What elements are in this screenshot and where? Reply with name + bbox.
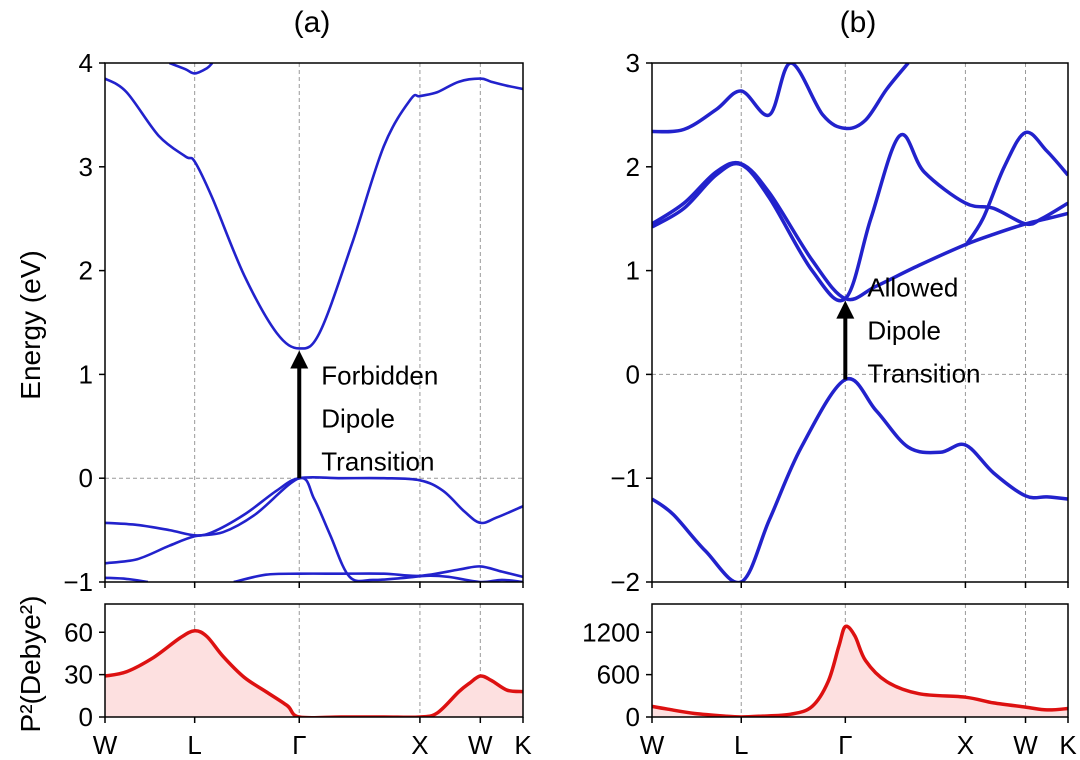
x-tick-label: W (640, 730, 665, 760)
y-tick-label: 0 (626, 702, 640, 732)
y-tick-label: 0 (626, 359, 640, 389)
band-line-4 (963, 130, 1068, 247)
band-structure-b: −2 −1 0 1 2 3 Allowed Dipole Transition (610, 48, 1069, 597)
plot-frame (104, 603, 524, 718)
y-tick-label: −1 (610, 463, 640, 493)
y-tick-label: 1 (626, 256, 640, 286)
plot-frame (651, 62, 1069, 583)
annotation-line: Dipole (867, 316, 941, 346)
y-tick-label: 1200 (582, 617, 640, 647)
bands (105, 63, 523, 582)
band-line-5 (652, 63, 910, 134)
band-structure-a: −1 0 1 2 3 4 Forbidden Dipole Transition (63, 48, 524, 597)
annotation-line: Allowed (867, 273, 958, 303)
annotation-line: Forbidden (321, 360, 438, 390)
y-tick-label: 1 (79, 359, 93, 389)
x-tick-label: X (411, 730, 428, 760)
annotation-line: Transition (867, 359, 980, 389)
annotation-line: Dipole (321, 403, 395, 433)
y-tick-label: 3 (79, 152, 93, 182)
band-line-4 (105, 476, 523, 582)
p2-line (105, 629, 523, 717)
y-tick-label: −1 (63, 567, 93, 597)
band-line-5 (233, 565, 523, 582)
x-tick-label: K (1059, 730, 1077, 760)
y-tick-label: 4 (79, 48, 93, 78)
panel-a-ylabel: Energy (eV) (15, 250, 46, 399)
x-tick-label: X (957, 730, 974, 760)
annotation-line: Transition (321, 446, 434, 476)
band-line-2 (168, 63, 214, 75)
panel-b-title: (b) (840, 6, 877, 39)
x-tick-label: W (468, 730, 493, 760)
y-tick-label: 0 (79, 463, 93, 493)
p2-series (105, 629, 523, 717)
y-tick-label: 600 (597, 660, 640, 690)
y-tick-label: 0 (79, 702, 93, 732)
y-tick-label: 2 (626, 152, 640, 182)
band-line-3 (105, 475, 523, 537)
y-tick-label: 30 (64, 660, 93, 690)
y-tick-label: −2 (610, 567, 640, 597)
transition-arrowhead (836, 300, 855, 319)
x-tick-label: W (1013, 730, 1038, 760)
band-line-1 (652, 377, 1068, 582)
x-tick-label: K (514, 730, 532, 760)
p2-series (652, 624, 1068, 717)
transition-arrowhead (290, 350, 309, 369)
panel-a-title: (a) (294, 6, 331, 39)
y-tick-label: 60 (64, 617, 93, 647)
x-tick-label: L (734, 730, 748, 760)
x-tick-label: Γ (292, 730, 306, 760)
p2-area (105, 630, 523, 717)
panel-a-p2-ylabel: P²(Debye²) (15, 596, 46, 733)
band-line-3 (652, 132, 1068, 303)
band-line-2 (652, 160, 1068, 302)
plot-frame (104, 62, 524, 583)
p2-area (652, 626, 1068, 717)
y-tick-label: 3 (626, 48, 640, 78)
band-line-1 (105, 77, 523, 350)
bands (652, 63, 1068, 582)
y-tick-label: 2 (79, 256, 93, 286)
plot-frame (651, 603, 1069, 718)
x-tick-label: Γ (838, 730, 852, 760)
x-tick-label: W (93, 730, 118, 760)
x-tick-label: L (187, 730, 201, 760)
